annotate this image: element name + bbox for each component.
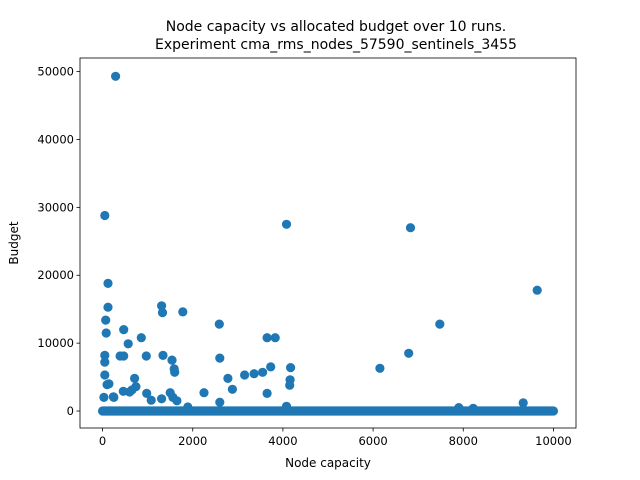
scatter-point [146, 395, 156, 405]
scatter-point [518, 398, 528, 408]
scatter-point [141, 351, 151, 361]
y-tick-label: 30000 [37, 200, 74, 214]
scatter-point [103, 302, 113, 312]
scatter-point [101, 315, 111, 325]
scatter-point [215, 353, 225, 363]
scatter-point [100, 210, 110, 221]
scatter-point [223, 373, 233, 383]
scatter-point [111, 71, 121, 81]
y-tick-label: 10000 [37, 336, 74, 350]
scatter-point [249, 369, 259, 379]
scatter-point [99, 392, 109, 402]
scatter-point [123, 339, 133, 349]
scatter-point [119, 325, 129, 335]
scatter-point [100, 350, 110, 360]
scatter-point [199, 388, 209, 398]
x-tick-label: 0 [99, 434, 106, 448]
scatter-point [157, 308, 168, 318]
scatter-point [183, 402, 193, 412]
scatter-point [227, 384, 237, 394]
scatter-point [285, 380, 295, 390]
scatter-point [454, 403, 464, 413]
scatter-point [170, 367, 180, 377]
y-tick-label: 50000 [37, 65, 74, 79]
scatter-point [214, 319, 224, 329]
x-axis-label: Node capacity [285, 456, 371, 470]
scatter-point [258, 367, 268, 377]
scatter-point [102, 380, 112, 390]
scatter-point [103, 278, 113, 288]
x-tick-label: 4000 [268, 434, 297, 448]
scatter-point [375, 363, 385, 373]
scatter-point [215, 397, 225, 407]
scatter-point [136, 333, 146, 343]
y-tick-label: 40000 [37, 132, 74, 146]
plot-area [97, 71, 559, 416]
scatter-point [172, 396, 182, 406]
scatter-point [118, 386, 128, 396]
scatter-point [157, 394, 167, 404]
y-tick-label: 20000 [37, 268, 74, 282]
scatter-point [130, 373, 140, 383]
x-tick-label: 8000 [449, 434, 478, 448]
scatter-point [435, 319, 445, 329]
scatter-point [281, 219, 292, 229]
scatter-point [108, 392, 118, 402]
scatter-point [100, 370, 110, 380]
scatter-point [240, 370, 250, 380]
x-tick-label: 6000 [358, 434, 387, 448]
scatter-point [404, 348, 414, 358]
scatter-point [468, 403, 478, 413]
x-tick-label: 10000 [535, 434, 572, 448]
scatter-point [157, 301, 167, 311]
scatter-point [100, 357, 110, 367]
scatter-point [167, 355, 177, 365]
y-tick-label: 0 [67, 404, 74, 418]
x-tick-label: 2000 [178, 434, 207, 448]
chart-title-line-2: Experiment cma_rms_nodes_57590_sentinels… [155, 37, 517, 53]
scatter-point [266, 362, 276, 372]
scatter-point [158, 350, 168, 360]
scatter-point [262, 388, 272, 398]
scatter-point [119, 351, 129, 361]
chart-title-line-1: Node capacity vs allocated budget over 1… [166, 19, 506, 35]
scatter-point [532, 285, 542, 295]
y-axis-label: Budget [7, 221, 21, 264]
scatter-point [142, 388, 152, 398]
scatter-point [281, 401, 292, 411]
scatter-point [178, 307, 188, 317]
axis-ticks: 0 2000 4000 6000 8000 10000 0 10000 20000 30000 40… [37, 57, 577, 448]
scatter-point [286, 363, 296, 373]
plot-frame [79, 57, 577, 429]
scatter-point [270, 333, 280, 343]
scatter-point [405, 223, 416, 233]
scatter-point [262, 333, 272, 343]
scatter-point [101, 328, 111, 338]
